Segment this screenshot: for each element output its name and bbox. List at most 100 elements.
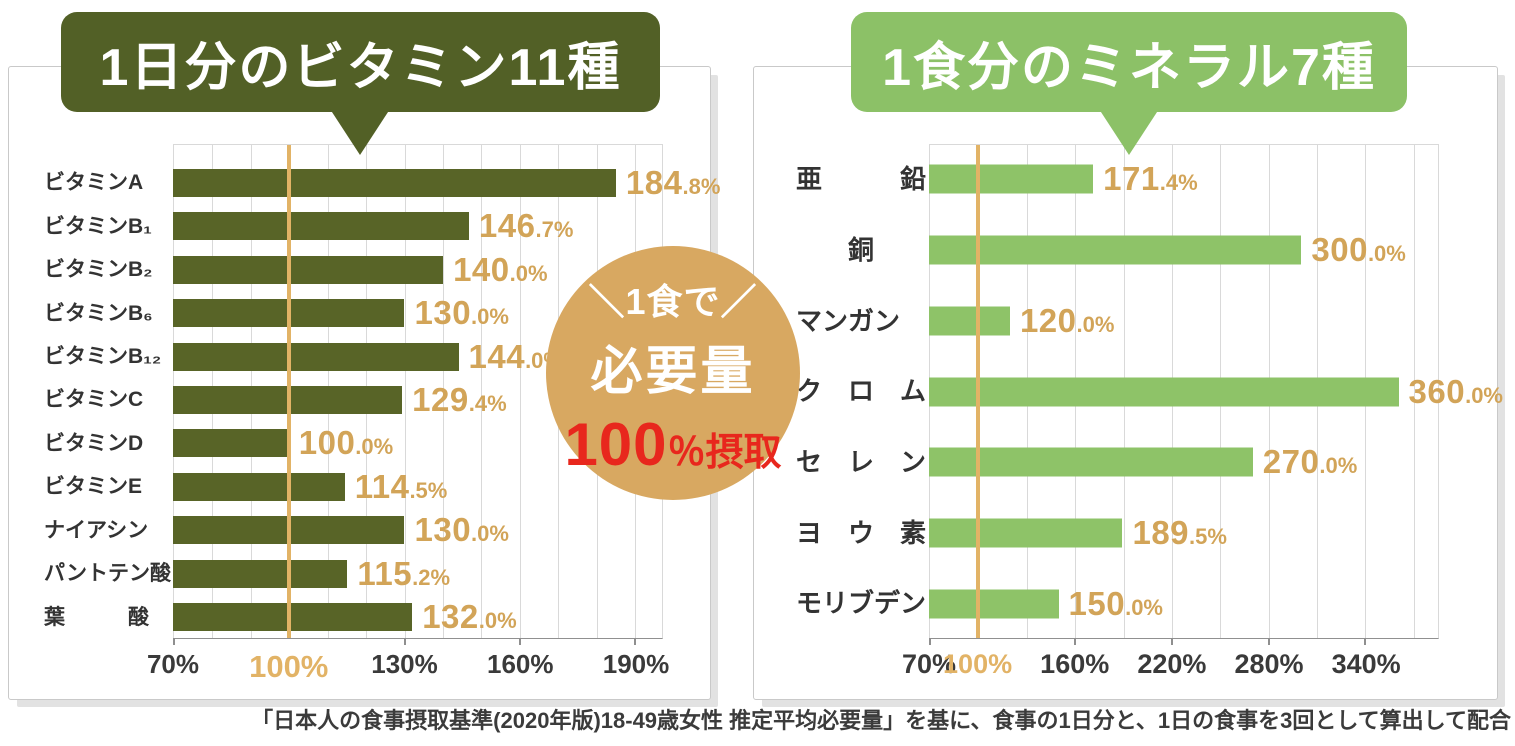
value-integer-part: 114 xyxy=(354,467,410,505)
value-decimal-part: .5% xyxy=(409,477,448,503)
tick-mark-130% xyxy=(403,638,406,645)
category-label: ビタミンD xyxy=(44,431,144,455)
tick-mark-220% xyxy=(1170,638,1173,645)
chart-row: ビタミンB₁ 146.7% xyxy=(44,204,663,247)
badge-line1: ＼1食で／ xyxy=(588,281,758,322)
bar xyxy=(173,429,289,458)
bar xyxy=(929,306,1010,336)
bar xyxy=(929,518,1123,548)
category-label: パントテン酸 xyxy=(44,562,172,586)
mineral-axis-labels: 70% 100% 160% 220% 280% 340% xyxy=(754,649,1497,689)
value-decimal-part: .4% xyxy=(1159,170,1198,196)
category-label: ビタミンB₁₂ xyxy=(44,344,162,368)
category-label: ビタミンB₁ xyxy=(44,214,152,238)
category-label: 亜 鉛 xyxy=(796,164,927,195)
axis-tick-label-340%: 340% xyxy=(1331,649,1401,679)
gridline-140% xyxy=(442,145,444,638)
axis-tick-label-160%: 160% xyxy=(1040,649,1110,679)
chart-row: ビタミンB₂ 140.0% xyxy=(44,248,663,291)
value-decimal-part: .0% xyxy=(478,608,517,634)
value-integer-part: 150 xyxy=(1068,584,1126,622)
vitamin-bar-rows: ビタミンA 184.8% ビタミンB₁ 146.7% ビタミンB₂ 140.0% ビタミンB… xyxy=(44,161,720,639)
chart-row: ビタミンE 114.5% xyxy=(44,465,663,508)
value-label: 270.0% xyxy=(1263,443,1357,481)
mineral-chart-title: 1食分のミネラル7種 xyxy=(882,38,1376,97)
highlight-line-100% xyxy=(287,145,292,638)
bar-track: 171.4% xyxy=(929,144,1439,215)
chart-row: 銅 300.0% xyxy=(796,215,1439,286)
value-integer-part: 184 xyxy=(625,163,683,201)
value-integer-part: 120 xyxy=(1019,301,1077,339)
value-integer-part: 100 xyxy=(298,424,356,462)
chart-row: マンガン 120.0% xyxy=(796,285,1439,356)
intake-badge: ＼1食で／ 必要量 100 ％摂取 xyxy=(546,246,800,500)
bar-track: 114.5% xyxy=(173,465,663,508)
value-integer-part: 115 xyxy=(357,554,413,592)
category-label: モリブデン xyxy=(796,588,927,619)
bar xyxy=(173,603,413,632)
tick-mark-70% xyxy=(173,638,175,645)
gridline-160% xyxy=(519,145,521,638)
source-footnote: 「日本人の食事摂取基準(2020年版)18-49歳女性 推定平均必要量」を基に、… xyxy=(251,708,1511,733)
vitamin-chart-title: 1日分のビタミン11種 xyxy=(99,38,622,97)
bar xyxy=(173,168,616,197)
bar-track: 100.0% xyxy=(173,422,663,465)
tick-mark-160% xyxy=(518,638,521,645)
bar-track: 132.0% xyxy=(173,596,663,639)
gridline-370% xyxy=(1413,145,1415,638)
category-label: ビタミンC xyxy=(44,388,144,412)
badge-line3: 100 ％摂取 xyxy=(564,410,781,479)
chart-row: ビタミンB₁₂ 144.0% xyxy=(44,335,663,378)
value-label: 171.4% xyxy=(1103,160,1197,198)
category-label: ビタミンB₆ xyxy=(44,301,153,325)
tick-mark-340% xyxy=(1364,638,1367,645)
axis-tick-label-70%: 70% xyxy=(901,649,957,679)
value-label: 129.4% xyxy=(412,381,506,419)
value-decimal-part: .5% xyxy=(1189,523,1227,549)
value-integer-part: 144 xyxy=(468,337,526,375)
mineral-title-bubble: 1食分のミネラル7種 xyxy=(851,12,1407,155)
tick-mark-280% xyxy=(1267,638,1270,645)
bar xyxy=(173,342,459,371)
chart-row: セ レ ン 270.0% xyxy=(796,427,1439,498)
chart-row: ビタミンA 184.8% xyxy=(44,161,720,204)
highlight-line-100% xyxy=(976,145,981,638)
bar-track: 140.0% xyxy=(173,248,663,291)
category-label: ビタミンA xyxy=(44,171,144,195)
value-integer-part: 140 xyxy=(453,250,510,288)
value-label: 360.0% xyxy=(1409,373,1503,411)
axis-tick-label-190%: 190% xyxy=(602,649,670,679)
value-label: 146.7% xyxy=(479,207,573,245)
badge-percent-number: 100 xyxy=(564,411,668,478)
value-decimal-part: .0% xyxy=(471,521,509,547)
axis-tick-label-220%: 220% xyxy=(1137,649,1207,679)
value-decimal-part: .2% xyxy=(412,564,451,590)
bar xyxy=(929,447,1253,477)
category-label: ビタミンE xyxy=(44,475,143,499)
chart-row: ビタミンD 100.0% xyxy=(44,422,663,465)
value-decimal-part: .0% xyxy=(1076,311,1115,337)
value-integer-part: 360 xyxy=(1408,372,1466,410)
bar-track: 189.5% xyxy=(929,498,1439,569)
bar-track: 115.2% xyxy=(173,552,663,595)
bar xyxy=(929,589,1059,619)
value-label: 184.8% xyxy=(626,164,720,202)
bar-track: 270.0% xyxy=(929,427,1439,498)
value-label: 130.0% xyxy=(414,511,508,549)
value-decimal-part: .0% xyxy=(1465,382,1503,408)
mineral-bar-rows: 亜 鉛 171.4% 銅 300.0% マンガン 120.0% ク ロ ム 360.0% セ … xyxy=(796,144,1503,639)
bar-track: 129.4% xyxy=(173,378,663,421)
category-label: マンガン xyxy=(796,305,901,336)
category-label: セ レ ン xyxy=(796,446,927,477)
badge-line2: 必要量 xyxy=(590,343,756,401)
gridline-150% xyxy=(481,145,483,638)
category-label: ク ロ ム xyxy=(796,376,927,407)
value-integer-part: 129 xyxy=(412,380,469,418)
value-integer-part: 300 xyxy=(1311,231,1368,269)
axis-tick-label-70%: 70% xyxy=(146,649,200,679)
category-label: 葉 酸 xyxy=(44,605,149,629)
value-decimal-part: .0% xyxy=(509,260,548,286)
value-decimal-part: .0% xyxy=(471,304,509,330)
bar-track: 144.0% xyxy=(173,335,663,378)
